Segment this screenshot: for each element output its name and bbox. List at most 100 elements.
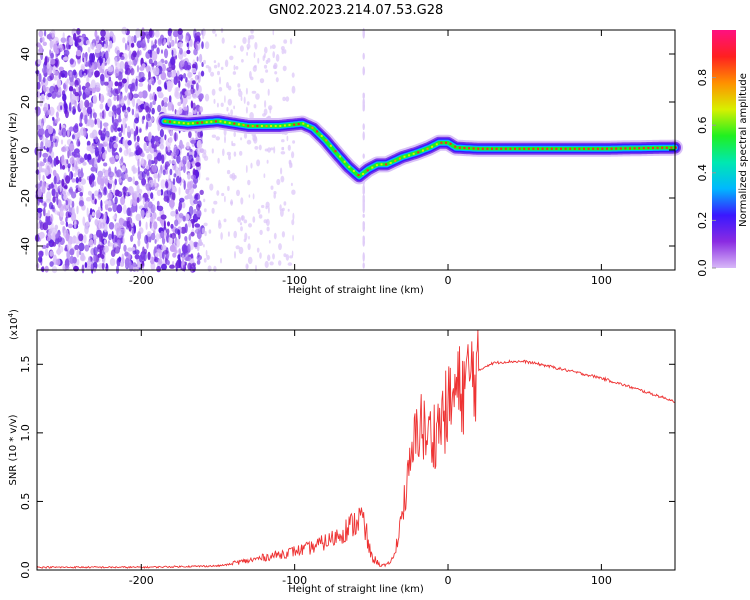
noise-speckle bbox=[211, 134, 217, 138]
noise-speckle bbox=[196, 242, 200, 252]
noise-speckle bbox=[292, 234, 294, 242]
noise-speckle bbox=[123, 244, 127, 252]
noise-speckle bbox=[73, 33, 77, 41]
noise-speckle bbox=[147, 37, 150, 44]
noise-speckle bbox=[88, 159, 93, 165]
noise-speckle bbox=[64, 265, 70, 270]
noise-speckle bbox=[37, 222, 40, 230]
noise-speckle bbox=[79, 192, 83, 197]
noise-speckle bbox=[63, 100, 67, 109]
noise-speckle bbox=[171, 159, 176, 165]
noise-speckle bbox=[97, 244, 102, 250]
noise-speckle bbox=[52, 65, 56, 75]
noise-speckle bbox=[44, 248, 49, 256]
noise-speckle bbox=[226, 106, 229, 112]
noise-speckle bbox=[46, 236, 51, 242]
noise-speckle bbox=[286, 135, 289, 142]
noise-speckle bbox=[237, 83, 241, 88]
noise-speckle bbox=[58, 102, 63, 107]
noise-speckle bbox=[188, 205, 194, 216]
noise-speckle bbox=[218, 222, 222, 229]
spectrogram-ylabel: Frequency (Hz) bbox=[8, 112, 19, 188]
noise-speckle bbox=[362, 213, 365, 218]
noise-speckle bbox=[75, 177, 80, 184]
noise-speckle bbox=[253, 52, 256, 59]
noise-speckle bbox=[262, 113, 266, 117]
noise-speckle bbox=[76, 205, 79, 215]
noise-speckle bbox=[162, 97, 169, 103]
noise-speckle bbox=[58, 243, 61, 248]
noise-speckle bbox=[238, 246, 244, 255]
noise-speckle bbox=[291, 219, 295, 226]
noise-speckle bbox=[42, 152, 49, 158]
noise-speckle bbox=[259, 252, 262, 259]
noise-speckle bbox=[192, 94, 198, 99]
noise-speckle bbox=[78, 84, 82, 93]
noise-speckle bbox=[191, 67, 197, 74]
noise-speckle bbox=[165, 169, 168, 175]
noise-speckle bbox=[172, 177, 176, 186]
noise-speckle bbox=[89, 53, 94, 63]
noise-speckle bbox=[137, 158, 140, 167]
noise-speckle bbox=[136, 184, 140, 194]
noise-speckle bbox=[132, 176, 136, 185]
noise-speckle bbox=[275, 54, 280, 62]
snr-marks bbox=[36, 329, 676, 569]
noise-speckle bbox=[83, 234, 87, 244]
noise-speckle bbox=[96, 229, 102, 238]
noise-speckle bbox=[184, 195, 189, 200]
noise-speckle bbox=[42, 76, 46, 83]
noise-speckle bbox=[86, 207, 89, 218]
noise-speckle bbox=[66, 250, 71, 260]
noise-speckle bbox=[276, 178, 281, 186]
noise-speckle bbox=[205, 177, 210, 181]
noise-speckle bbox=[61, 146, 66, 153]
noise-speckle bbox=[149, 102, 153, 109]
noise-speckle bbox=[38, 30, 44, 38]
noise-speckle bbox=[201, 41, 204, 49]
noise-speckle bbox=[69, 157, 75, 165]
noise-speckle bbox=[206, 255, 210, 260]
noise-speckle bbox=[108, 171, 115, 178]
noise-speckle bbox=[202, 152, 207, 159]
noise-speckle bbox=[134, 128, 138, 137]
noise-speckle bbox=[187, 71, 193, 78]
noise-speckle bbox=[67, 127, 70, 138]
spectrogram-xtick-label: 100 bbox=[591, 274, 612, 287]
snr-ytick-label: 1.5 bbox=[19, 356, 32, 374]
noise-speckle bbox=[42, 83, 47, 92]
noise-speckle bbox=[171, 104, 175, 112]
noise-speckle bbox=[249, 112, 254, 120]
noise-speckle bbox=[234, 251, 236, 259]
noise-speckle bbox=[134, 180, 139, 186]
noise-speckle bbox=[89, 101, 94, 108]
noise-speckle bbox=[50, 52, 54, 59]
noise-speckle bbox=[165, 146, 168, 155]
snr-multiplier: (x104) bbox=[7, 309, 20, 340]
noise-speckle bbox=[280, 208, 284, 217]
spectrogram-ytick-label: 0 bbox=[19, 147, 32, 154]
noise-speckle bbox=[239, 222, 243, 226]
noise-speckle bbox=[120, 123, 123, 134]
noise-speckle bbox=[362, 252, 365, 262]
noise-speckle bbox=[103, 245, 109, 253]
noise-speckle bbox=[46, 243, 49, 249]
noise-speckle bbox=[114, 68, 120, 77]
noise-speckle bbox=[362, 153, 365, 159]
noise-speckle bbox=[211, 88, 216, 96]
noise-speckle bbox=[264, 100, 267, 108]
noise-speckle bbox=[48, 183, 55, 189]
noise-speckle bbox=[231, 172, 236, 181]
noise-speckle bbox=[45, 183, 50, 189]
noise-speckle bbox=[90, 110, 93, 119]
noise-speckle bbox=[44, 265, 49, 273]
noise-speckle bbox=[230, 199, 234, 206]
noise-speckle bbox=[88, 256, 91, 265]
noise-speckle bbox=[118, 177, 122, 183]
noise-speckle bbox=[168, 159, 172, 164]
spectrogram-ytick-label: 20 bbox=[19, 95, 32, 109]
noise-speckle bbox=[224, 195, 226, 203]
noise-speckle bbox=[52, 241, 57, 247]
noise-speckle bbox=[154, 30, 160, 38]
noise-speckle bbox=[151, 142, 155, 149]
